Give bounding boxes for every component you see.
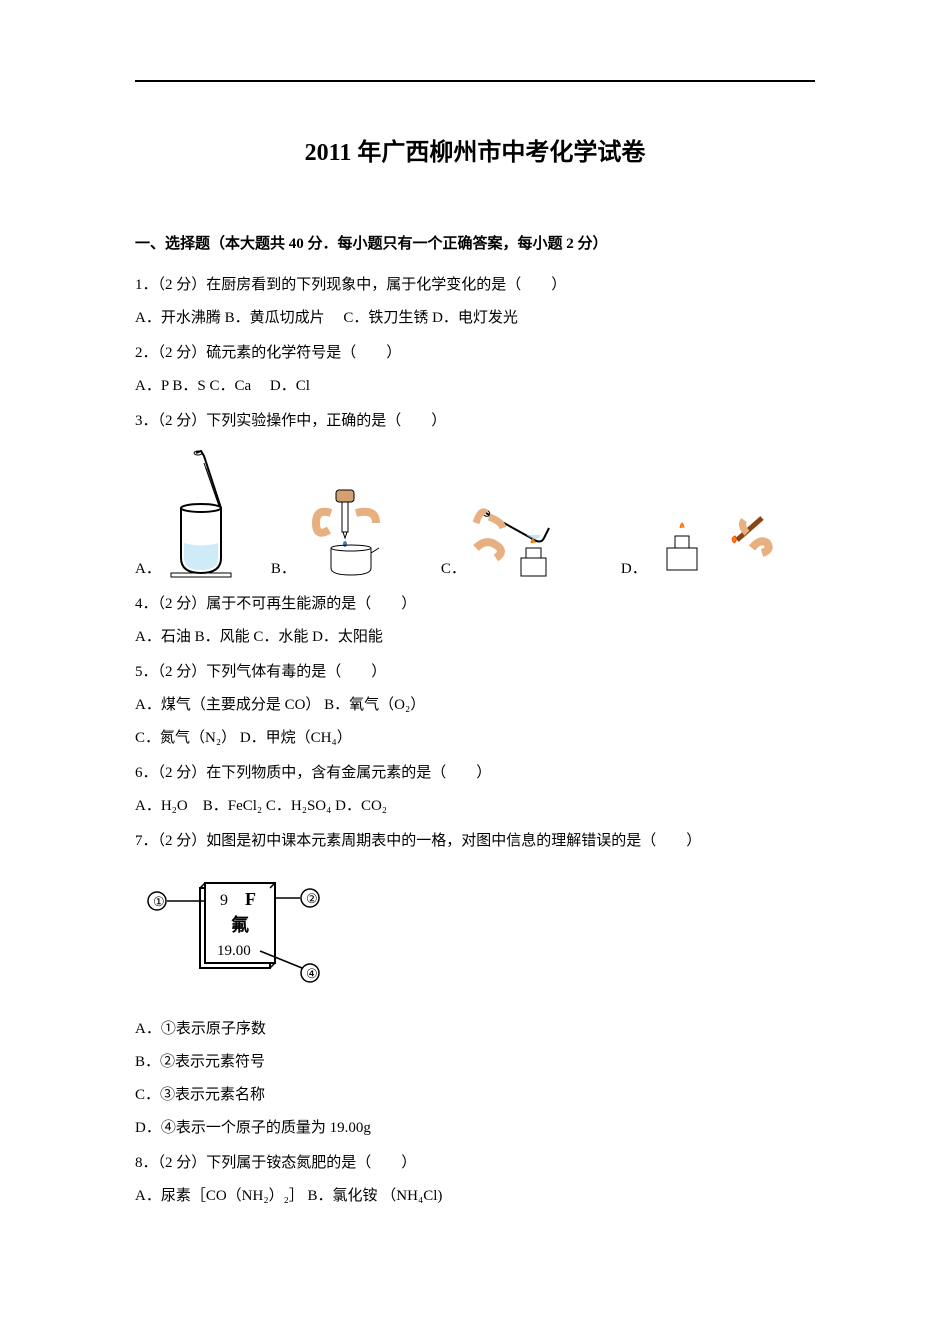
question-7-options: A．①表示原子序数 B．②表示元素符号 C．③表示元素名称 D．④表示一个原子的…: [135, 1013, 815, 1145]
q3-option-a: A．: [135, 448, 241, 578]
header-line: [135, 80, 815, 82]
q5-options-line2: C．氮气（N₂） D．甲烷（CH₄）: [135, 722, 815, 755]
liquid-pouring-icon: [166, 448, 241, 578]
q7-opt-a: A．①表示原子序数: [135, 1013, 815, 1046]
q2-options: A．P B．S C．Ca D．Cl: [135, 378, 310, 394]
question-8: 8．（2 分）下列属于铵态氮肥的是（ ） A．尿素［CO（NH₂）₂］ B．氯化…: [135, 1147, 815, 1213]
q3-option-c: C．: [441, 493, 591, 578]
q2-text: 2．（2 分）硫元素的化学符号是（ ）: [135, 337, 815, 370]
q3-text: 3．（2 分）下列实验操作中，正确的是（ ）: [135, 405, 815, 438]
section-header: 一、选择题（本大题共 40 分．每小题只有一个正确答案，每小题 2 分）: [135, 232, 815, 253]
label-4: ④: [306, 966, 318, 981]
q1-text: 1．（2 分）在厨房看到的下列现象中，属于化学变化的是（ ）: [135, 269, 815, 302]
q8-options: A．尿素［CO（NH₂）₂］ B．氯化铵 （NH₄Cl): [135, 1188, 442, 1204]
q7-text: 7．（2 分）如图是初中课本元素周期表中的一格，对图中信息的理解错误的是（ ）: [135, 825, 815, 858]
q4-options: A．石油 B．风能 C．水能 D．太阳能: [135, 629, 383, 645]
q3-image-options: A． B． C．: [135, 448, 815, 578]
q3-option-b: B．: [271, 488, 411, 578]
q4-text: 4．（2 分）属于不可再生能源的是（ ）: [135, 588, 815, 621]
question-3: 3．（2 分）下列实验操作中，正确的是（ ）: [135, 405, 815, 438]
question-4: 4．（2 分）属于不可再生能源的是（ ） A．石油 B．风能 C．水能 D．太阳…: [135, 588, 815, 654]
q7-opt-d: D．④表示一个原子的质量为 19.00g: [135, 1112, 815, 1145]
element-symbol: F: [245, 889, 256, 909]
q8-text: 8．（2 分）下列属于铵态氮肥的是（ ）: [135, 1147, 815, 1180]
atomic-mass: 19.00: [217, 943, 251, 959]
question-5: 5．（2 分）下列气体有毒的是（ ） A．煤气（主要成分是 CO） B．氧气（O…: [135, 656, 815, 755]
element-name: 氟: [231, 914, 249, 935]
question-6: 6．（2 分）在下列物质中，含有金属元素的是（ ） A．H₂O B．FeCl₂ …: [135, 757, 815, 823]
question-7: 7．（2 分）如图是初中课本元素周期表中的一格，对图中信息的理解错误的是（ ）: [135, 825, 815, 858]
periodic-table-cell-diagram: 9 F 氟 19.00 ① ② ④: [145, 873, 815, 998]
q6-options: A．H₂O B．FeCl₂ C．H₂SO₄ D．CO₂: [135, 798, 387, 814]
q3-opt-b-label: B．: [271, 557, 296, 578]
question-2: 2．（2 分）硫元素的化学符号是（ ） A．P B．S C．Ca D．Cl: [135, 337, 815, 403]
q3-option-d: D．: [621, 498, 782, 578]
label-1: ①: [153, 894, 165, 909]
q5-text: 5．（2 分）下列气体有毒的是（ ）: [135, 656, 815, 689]
exam-title: 2011 年广西柳州市中考化学试卷: [135, 132, 815, 167]
q1-options: A．开水沸腾 B．黄瓜切成片 C．铁刀生锈 D．电灯发光: [135, 310, 518, 326]
q5-options-line1: A．煤气（主要成分是 CO） B．氧气（O₂）: [135, 689, 815, 722]
igniting-burner-icon: [652, 498, 782, 578]
question-1: 1．（2 分）在厨房看到的下列现象中，属于化学变化的是（ ） A．开水沸腾 B．…: [135, 269, 815, 335]
dropper-icon: [301, 488, 411, 578]
q3-opt-a-label: A．: [135, 557, 161, 578]
q3-opt-c-label: C．: [441, 557, 466, 578]
heating-tube-icon: [471, 493, 591, 578]
q6-text: 6．（2 分）在下列物质中，含有金属元素的是（ ）: [135, 757, 815, 790]
atomic-number: 9: [220, 892, 228, 909]
q7-opt-b: B．②表示元素符号: [135, 1046, 815, 1079]
label-2: ②: [306, 891, 318, 906]
q7-opt-c: C．③表示元素名称: [135, 1079, 815, 1112]
q3-opt-d-label: D．: [621, 557, 647, 578]
